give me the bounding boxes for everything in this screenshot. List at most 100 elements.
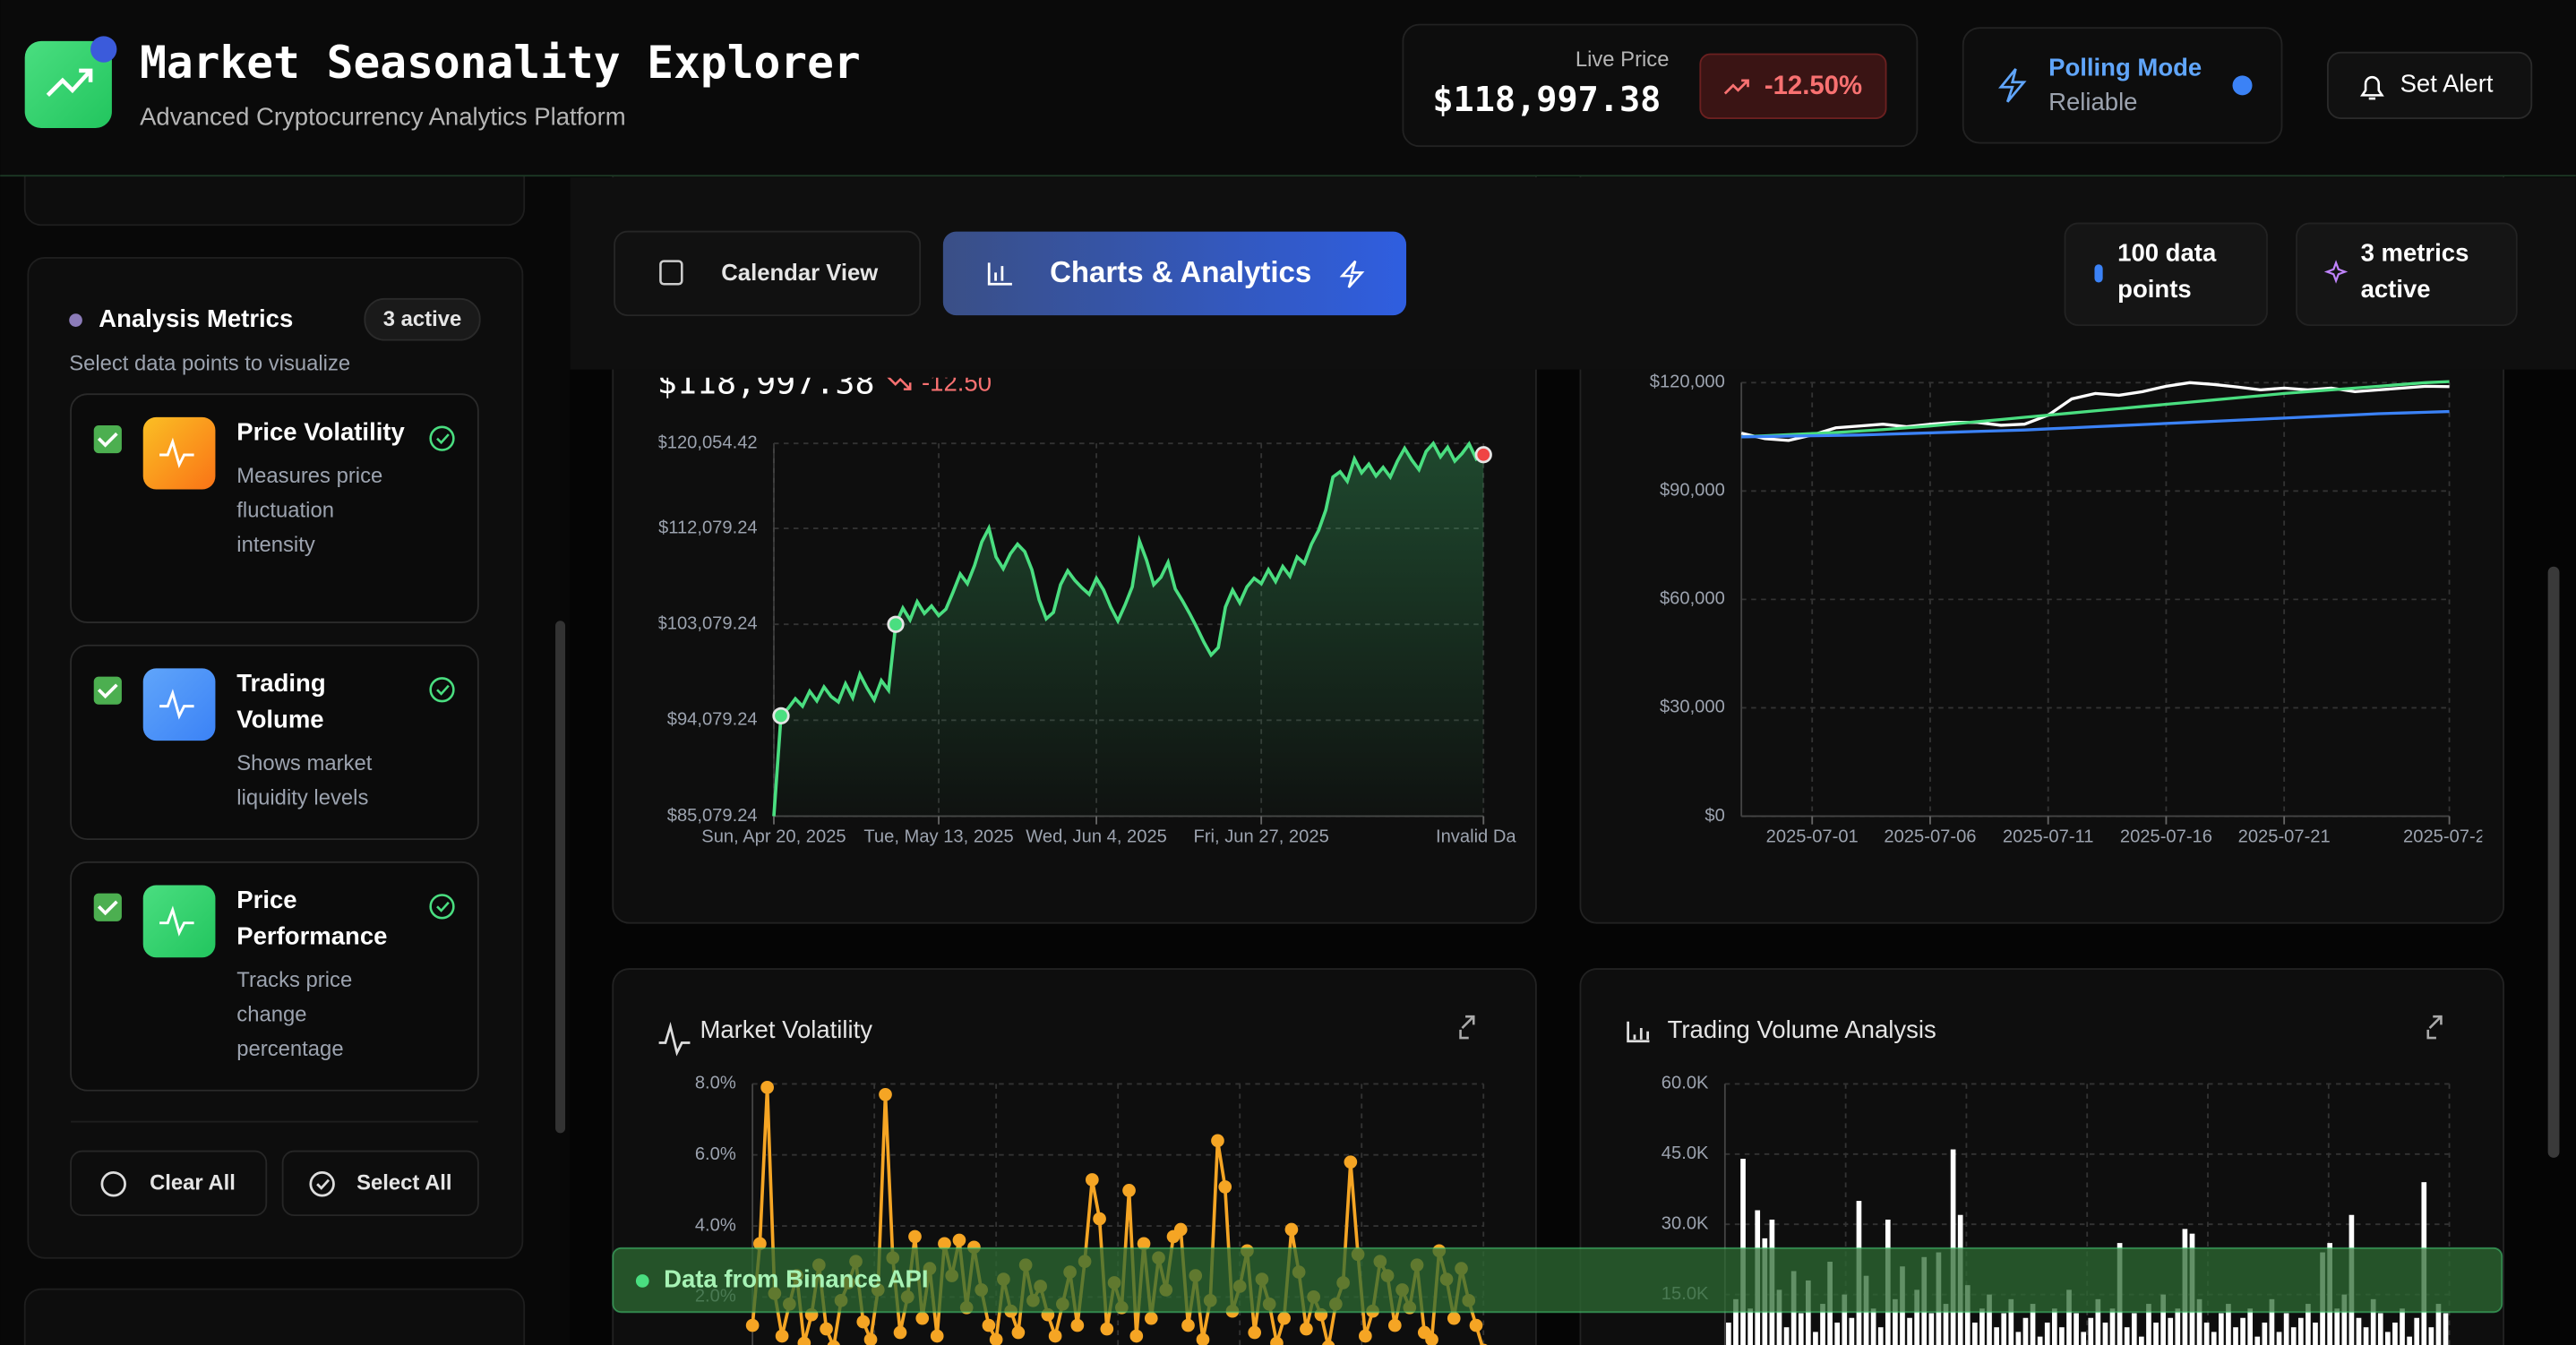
bar xyxy=(1950,1149,1956,1345)
point xyxy=(1048,1329,1062,1343)
x-tick-label: 2025-07-06 xyxy=(1884,827,1976,847)
sidebar-card xyxy=(23,1288,526,1345)
point xyxy=(915,1311,930,1325)
checkbox[interactable] xyxy=(93,676,122,705)
alert-label[interactable]: Set Alert xyxy=(2400,70,2494,98)
point xyxy=(1300,1322,1313,1336)
point xyxy=(1248,1325,1262,1340)
tab-label[interactable]: Calendar View xyxy=(721,261,878,286)
metric-glyph xyxy=(159,905,194,937)
y-tick-label: $120,000 xyxy=(1650,373,1725,392)
bar xyxy=(1972,1322,1978,1345)
point xyxy=(1011,1325,1026,1340)
point xyxy=(908,1229,922,1244)
bar xyxy=(1747,1308,1753,1345)
bar xyxy=(2037,1336,2043,1345)
point xyxy=(1211,1134,1224,1148)
trend-down-icon xyxy=(887,377,912,390)
x-tick-label: Invalid Date xyxy=(1436,827,1531,847)
y-tick-label: 6.0% xyxy=(695,1144,736,1164)
bar xyxy=(2015,1332,2022,1345)
app-title: Market Seasonality Explorer xyxy=(140,37,861,89)
expand-icon[interactable] xyxy=(1459,1015,1475,1040)
bar xyxy=(2233,1327,2238,1345)
bar xyxy=(1928,1313,1935,1345)
bar xyxy=(2219,1313,2224,1345)
point xyxy=(1359,1329,1372,1343)
metric-desc: Tracks price change percentage xyxy=(236,967,353,1061)
scrollbar[interactable] xyxy=(555,621,566,1134)
point xyxy=(820,1322,833,1336)
x-tick-label: Tue, May 13, 2025 xyxy=(863,827,1013,847)
charts-tab[interactable] xyxy=(942,231,1407,316)
logo-dot xyxy=(90,36,117,63)
tab-label[interactable]: Charts & Analytics xyxy=(1050,255,1311,288)
point xyxy=(893,1325,907,1340)
bar xyxy=(1798,1313,1804,1345)
y-tick-label: 45.0K xyxy=(1662,1144,1709,1163)
bar xyxy=(2226,1304,2231,1345)
point xyxy=(1144,1311,1158,1325)
metric-icon xyxy=(142,885,216,958)
point xyxy=(1277,1311,1292,1325)
line xyxy=(1740,381,2450,442)
point xyxy=(1137,1237,1151,1251)
point xyxy=(1218,1180,1232,1194)
bar xyxy=(2428,1327,2434,1345)
bar xyxy=(2175,1308,2181,1345)
badge xyxy=(364,297,481,341)
sparkle-icon xyxy=(2323,260,2348,284)
volume-icon xyxy=(1627,1021,1650,1043)
x-tick-label: 2025-07-01 xyxy=(1766,827,1859,847)
bar xyxy=(1820,1304,1825,1345)
select-icon xyxy=(309,1171,335,1197)
bar xyxy=(2407,1336,2412,1345)
clear-button[interactable] xyxy=(70,1150,268,1217)
point xyxy=(863,1332,878,1345)
point xyxy=(879,1087,892,1101)
button-label[interactable]: Select All xyxy=(356,1171,451,1195)
point xyxy=(989,1332,1003,1345)
bar xyxy=(2370,1298,2376,1345)
mode-status: Reliable xyxy=(2048,88,2137,116)
bar xyxy=(1964,1285,1971,1345)
y-tick-label: $103,079.24 xyxy=(657,614,758,634)
status-check xyxy=(436,433,450,445)
bar xyxy=(1994,1327,1999,1345)
x-tick-label: 2025-07-28 xyxy=(2403,827,2495,847)
chart: $118,997.38 -12.50 $85,079.24 $94,079.24 $10… xyxy=(657,368,1531,847)
x-tick-label: 2025-07-11 xyxy=(2003,827,2094,847)
line xyxy=(1741,380,2450,439)
points-text: 100 data points xyxy=(2117,240,2216,304)
calendar-tab[interactable] xyxy=(614,230,922,317)
checkbox[interactable] xyxy=(93,893,122,921)
bar xyxy=(2262,1322,2268,1345)
checkbox[interactable] xyxy=(93,424,122,454)
metric-text: Price Performance Tracks price change per… xyxy=(236,887,387,1061)
button-label[interactable]: Clear All xyxy=(150,1171,236,1195)
metrics-text: 3 metrics active xyxy=(2361,240,2469,304)
metric-icon xyxy=(142,416,216,490)
bar xyxy=(1842,1294,1848,1345)
y-tick-label: 30.0K xyxy=(1662,1214,1709,1234)
select-button[interactable] xyxy=(281,1150,479,1217)
change-badge xyxy=(1699,53,1887,119)
chart-title: Trading Volume Analysis xyxy=(1668,1015,1936,1043)
point xyxy=(1387,1318,1402,1332)
point xyxy=(1344,1155,1358,1169)
point xyxy=(1425,1332,1438,1345)
alert-button[interactable] xyxy=(2326,51,2533,119)
expand-icon[interactable] xyxy=(2426,1015,2443,1040)
bar xyxy=(2051,1308,2057,1345)
live-price-label: Live Price xyxy=(1576,47,1670,72)
bar xyxy=(2102,1322,2108,1345)
metric-cards: Price Volatility Measures price fluctuati… xyxy=(70,393,479,1092)
bar xyxy=(2022,1317,2029,1345)
metric-icon xyxy=(142,668,216,741)
scrollbar[interactable] xyxy=(2547,566,2560,1158)
chart-change: -12.50 xyxy=(922,368,992,396)
clear-icon xyxy=(100,1171,126,1197)
point xyxy=(745,1318,760,1332)
bar xyxy=(1893,1298,1898,1345)
